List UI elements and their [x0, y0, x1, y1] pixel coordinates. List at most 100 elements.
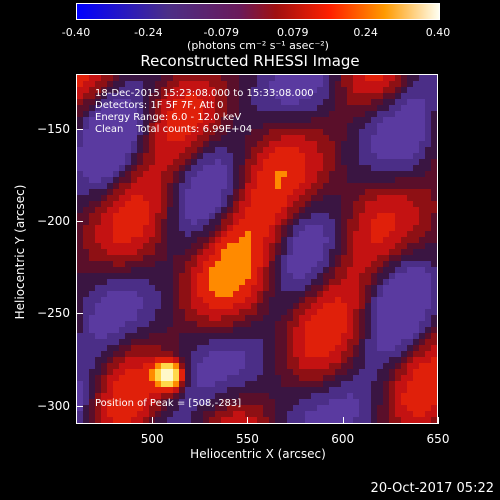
heatmap-cell	[383, 225, 389, 231]
heatmap-cell	[179, 327, 185, 333]
heatmap-cell	[245, 117, 251, 123]
heatmap-cell	[119, 423, 125, 424]
heatmap-cell	[167, 411, 173, 417]
heatmap-cell	[161, 285, 167, 291]
heatmap-cell	[389, 345, 395, 351]
heatmap-cell	[281, 225, 287, 231]
heatmap-cell	[401, 123, 407, 129]
heatmap-cell	[413, 99, 419, 105]
heatmap-cell	[353, 261, 359, 267]
heatmap-cell	[269, 75, 275, 81]
heatmap-cell	[257, 249, 263, 255]
heatmap-cell	[149, 297, 155, 303]
heatmap-cell	[389, 93, 395, 99]
heatmap-cell	[209, 129, 215, 135]
heatmap-cell	[95, 267, 101, 273]
heatmap-cell	[323, 87, 329, 93]
heatmap-cell	[377, 189, 383, 195]
heatmap-cell	[197, 81, 203, 87]
heatmap-cell	[209, 243, 215, 249]
heatmap-cell	[221, 315, 227, 321]
heatmap-cell	[179, 201, 185, 207]
heatmap-cell	[215, 321, 221, 327]
heatmap-cell	[89, 261, 95, 267]
heatmap-cell	[245, 399, 251, 405]
heatmap-cell	[353, 279, 359, 285]
heatmap-cell	[305, 357, 311, 363]
heatmap-cell	[185, 345, 191, 351]
heatmap-cell	[383, 285, 389, 291]
heatmap-cell	[113, 87, 119, 93]
heatmap-cell	[323, 225, 329, 231]
heatmap-cell	[413, 261, 419, 267]
heatmap-cell	[209, 231, 215, 237]
heatmap-cell	[143, 285, 149, 291]
heatmap-cell	[239, 207, 245, 213]
heatmap-cell	[281, 93, 287, 99]
heatmap-cell	[335, 135, 341, 141]
heatmap-cell	[215, 351, 221, 357]
heatmap-cell	[149, 339, 155, 345]
heatmap-cell	[329, 87, 335, 93]
heatmap-cell	[113, 327, 119, 333]
heatmap-cell	[95, 75, 101, 81]
heatmap-cell	[173, 399, 179, 405]
heatmap-cell	[245, 291, 251, 297]
heatmap-cell	[83, 387, 89, 393]
rhessi-heatmap	[77, 75, 438, 424]
heatmap-cell	[359, 357, 365, 363]
heatmap-cell	[101, 237, 107, 243]
heatmap-cell	[425, 309, 431, 315]
heatmap-cell	[311, 303, 317, 309]
y-tick-label: −200	[37, 214, 70, 229]
heatmap-cell	[317, 111, 323, 117]
heatmap-cell	[371, 411, 377, 417]
heatmap-cell	[185, 363, 191, 369]
heatmap-cell	[401, 351, 407, 357]
heatmap-cell	[305, 231, 311, 237]
heatmap-cell	[323, 339, 329, 345]
heatmap-cell	[335, 249, 341, 255]
heatmap-cell	[143, 303, 149, 309]
heatmap-cell	[263, 153, 269, 159]
heatmap-cell	[389, 75, 395, 81]
heatmap-cell	[359, 189, 365, 195]
heatmap-cell	[311, 213, 317, 219]
heatmap-cell	[125, 231, 131, 237]
heatmap-cell	[347, 339, 353, 345]
heatmap-cell	[263, 225, 269, 231]
heatmap-cell	[299, 279, 305, 285]
heatmap-cell	[437, 273, 438, 279]
heatmap-cell	[95, 195, 101, 201]
heatmap-cell	[95, 147, 101, 153]
heatmap-cell	[377, 381, 383, 387]
heatmap-cell	[401, 129, 407, 135]
heatmap-cell	[119, 315, 125, 321]
heatmap-cell	[161, 315, 167, 321]
heatmap-cell	[167, 279, 173, 285]
heatmap-cell	[179, 231, 185, 237]
heatmap-cell	[419, 423, 425, 424]
heatmap-cell	[215, 219, 221, 225]
heatmap-cell	[83, 315, 89, 321]
heatmap-cell	[383, 147, 389, 153]
heatmap-cell	[395, 183, 401, 189]
heatmap-cell	[161, 351, 167, 357]
heatmap-cell	[269, 111, 275, 117]
heatmap-cell	[245, 195, 251, 201]
heatmap-cell	[143, 201, 149, 207]
heatmap-cell	[125, 333, 131, 339]
heatmap-cell	[383, 135, 389, 141]
heatmap-cell	[413, 213, 419, 219]
heatmap-cell	[191, 291, 197, 297]
heatmap-cell	[413, 135, 419, 141]
heatmap-cell	[437, 315, 438, 321]
colorbar-tick-label: -0.079	[203, 26, 239, 39]
heatmap-cell	[317, 423, 323, 424]
image-plot-area[interactable]: 18-Dec-2015 15:23:08.000 to 15:33:08.000…	[76, 74, 438, 424]
heatmap-cell	[185, 189, 191, 195]
heatmap-cell	[173, 99, 179, 105]
heatmap-cell	[437, 183, 438, 189]
heatmap-cell	[437, 105, 438, 111]
heatmap-cell	[107, 297, 113, 303]
